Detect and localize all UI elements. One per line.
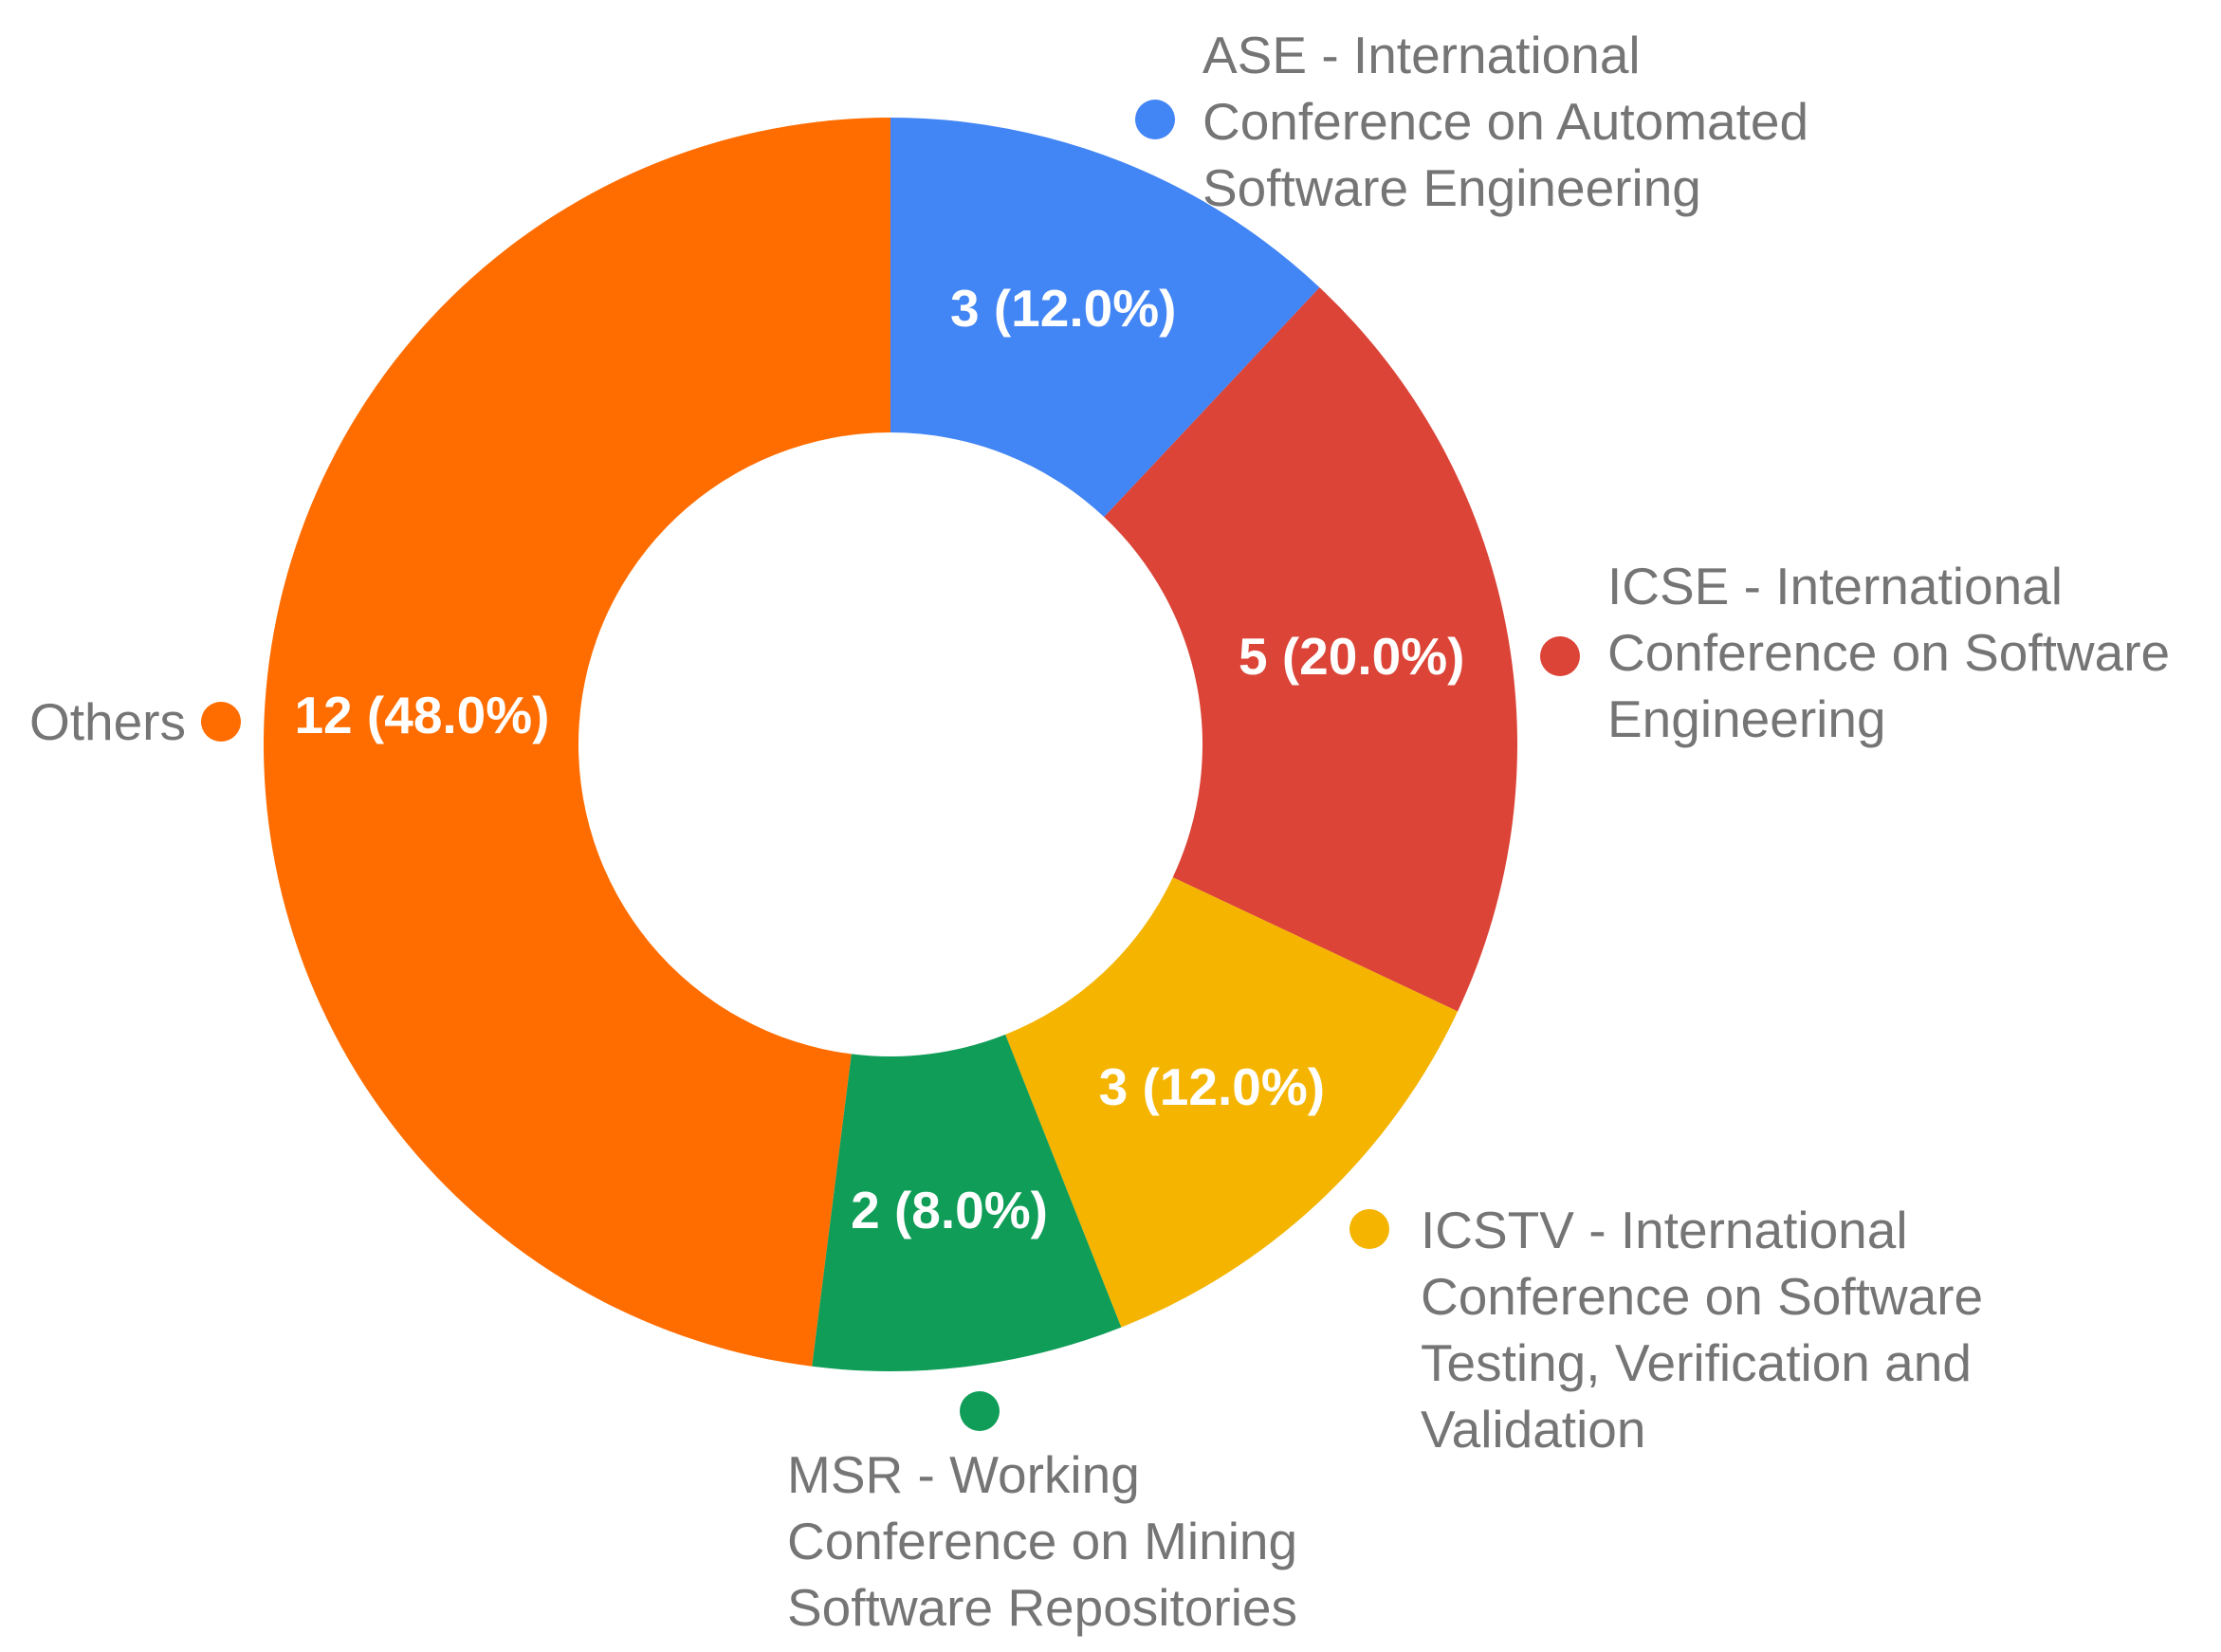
slice-ase[interactable] <box>890 118 1320 518</box>
legend-label-line: Conference on Automated <box>1202 92 1808 151</box>
legend-label-line: ICSTV - International <box>1421 1201 1908 1259</box>
legend-label-line: ICSE - International <box>1607 557 2063 615</box>
slice-labels-group: 3 (12.0%) 5 (20.0%) 3 (12.0%) 2 (8.0%) 12 (4… <box>294 279 1464 1239</box>
legend-label-line: Conference on Software <box>1607 623 2170 682</box>
slice-others[interactable] <box>263 118 891 1367</box>
data-label: 2 (8.0%) <box>851 1181 1048 1239</box>
legend-dot <box>1540 636 1580 676</box>
legend-label-line: Conference on Mining <box>787 1512 1297 1570</box>
legend-label-line: Engineering <box>1607 689 1886 748</box>
data-label: 3 (12.0%) <box>1099 1057 1325 1116</box>
legend-label: ICSE - International Conference on Softwa… <box>1607 557 2170 748</box>
slice-icstv[interactable] <box>1005 877 1459 1328</box>
data-label: 3 (12.0%) <box>950 279 1176 338</box>
slice-msr[interactable] <box>812 1034 1122 1371</box>
legend-dot <box>201 702 241 742</box>
slice-icse[interactable] <box>1104 287 1517 1012</box>
legend-label-line: MSR - Working <box>787 1445 1140 1504</box>
legend-label-line: Validation <box>1421 1400 1645 1459</box>
legend-dot <box>1135 100 1175 139</box>
slices-group <box>263 118 1517 1371</box>
legend-label-line: Software Engineering <box>1202 158 1701 217</box>
legend-label: MSR - Working Conference on Mining Softwar… <box>787 1445 1297 1637</box>
data-label: 5 (20.0%) <box>1239 627 1464 686</box>
data-label: 12 (48.0%) <box>294 686 549 744</box>
legend-label-line: ASE - International <box>1202 26 1641 84</box>
legend-label-line: Conference on Software <box>1421 1267 1983 1326</box>
legend-label-line: Others <box>29 692 186 751</box>
legend-label: Others <box>29 692 186 751</box>
legend-dot <box>1349 1209 1389 1249</box>
legend-group: ASE - International Conference on Automat… <box>29 26 2170 1637</box>
legend-label: ICSTV - International Conference on Softw… <box>1421 1201 1983 1459</box>
legend-label-line: Software Repositories <box>787 1578 1297 1637</box>
legend-dot <box>960 1391 1000 1431</box>
legend-label-line: Testing, Verification and <box>1421 1333 1972 1392</box>
legend-label: ASE - International Conference on Automat… <box>1202 26 1808 217</box>
